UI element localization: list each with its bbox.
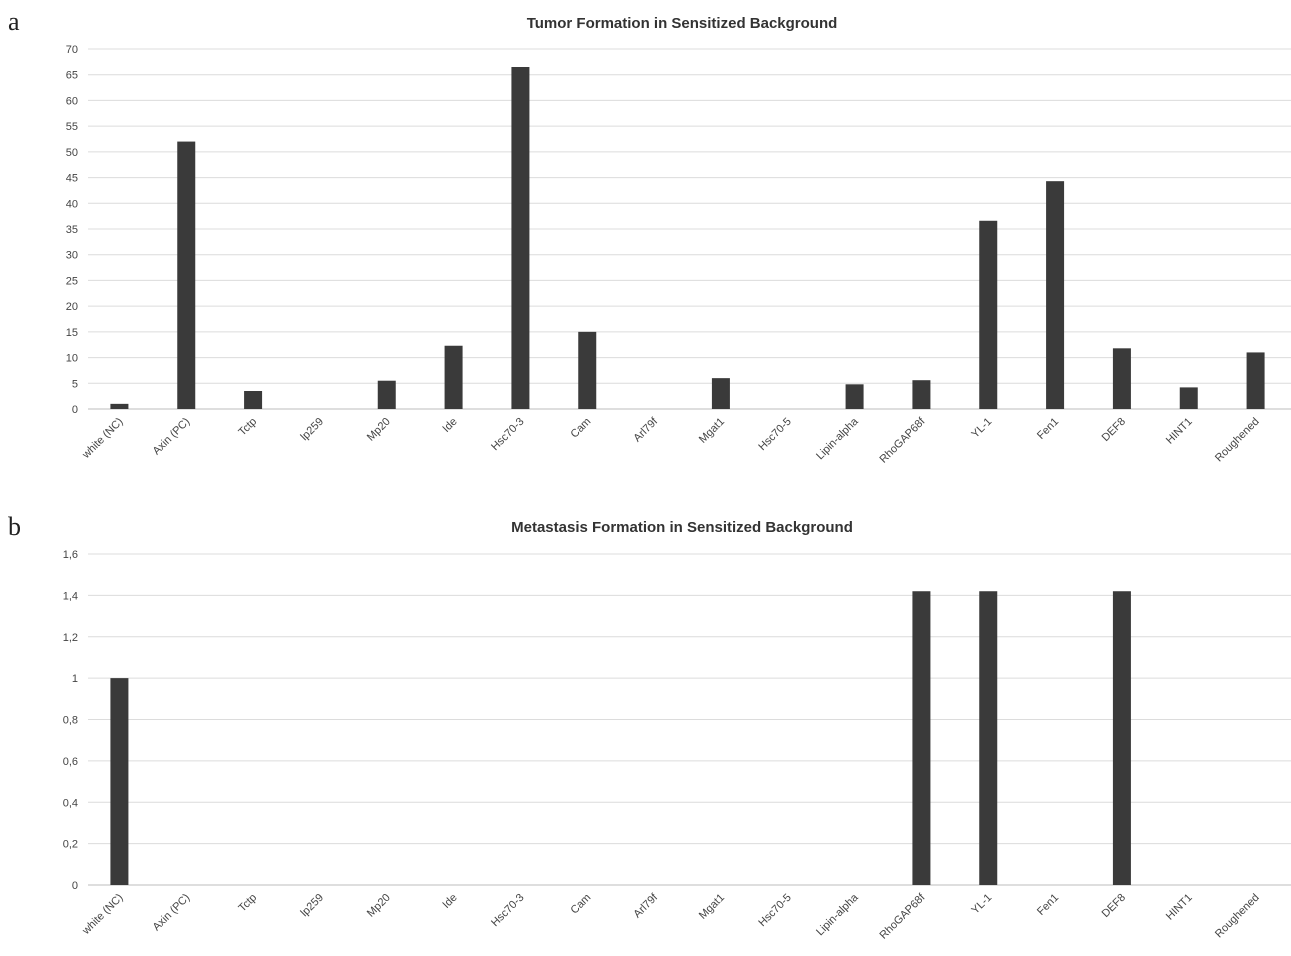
x-tick-label: Hsc70-3	[489, 416, 526, 453]
y-tick-label: 45	[66, 173, 78, 185]
x-tick-label: DEF8	[1100, 416, 1128, 444]
x-tick-label: Lipin-alpha	[814, 891, 861, 938]
bar-roughened	[1246, 352, 1265, 409]
x-tick-label: Arl79f	[631, 415, 660, 444]
bar-lipin-alpha	[845, 384, 864, 409]
x-tick-label: Cam	[568, 416, 593, 441]
y-tick-label: 0,8	[63, 715, 78, 727]
x-tick-label: Hsc70-5	[756, 892, 793, 929]
y-tick-label: 30	[66, 250, 78, 262]
x-tick-label: HINT1	[1164, 416, 1195, 447]
panel-letter-a: a	[8, 7, 20, 36]
x-tick-label: lp259	[299, 416, 327, 444]
x-tick-label: Roughened	[1213, 892, 1262, 941]
bar-white-nc	[110, 403, 129, 409]
x-tick-label: Arl79f	[631, 891, 660, 920]
y-tick-label: 25	[66, 275, 78, 287]
bar-def8	[1112, 591, 1131, 885]
x-tick-label: Mp20	[365, 892, 393, 920]
x-tick-label: Mp20	[365, 416, 393, 444]
y-tick-label: 1	[72, 673, 78, 685]
x-tick-label: Tctp	[236, 892, 259, 915]
x-tick-label: Tctp	[236, 416, 259, 439]
bar-ide	[444, 345, 463, 409]
y-tick-label: 65	[66, 70, 78, 82]
bar-axin-pc	[177, 141, 196, 410]
y-tick-label: 15	[66, 327, 78, 339]
bar-rhogap68f	[912, 591, 931, 885]
y-tick-label: 10	[66, 353, 78, 365]
x-tick-label: Hsc70-5	[756, 416, 793, 453]
x-tick-label: HINT1	[1164, 892, 1195, 923]
bar-mgat1	[711, 378, 730, 409]
x-tick-label: Axin (PC)	[151, 416, 193, 458]
x-tick-label: white (NC)	[80, 892, 126, 938]
y-tick-label: 60	[66, 95, 78, 107]
bar-mp20	[377, 380, 396, 409]
bar-white-nc	[110, 678, 129, 885]
y-tick-label: 0,6	[63, 756, 78, 768]
y-tick-label: 0	[72, 404, 78, 416]
x-tick-label: Fen1	[1035, 416, 1061, 442]
x-tick-label: RhoGAP68f	[878, 891, 929, 942]
x-tick-label: Hsc70-3	[489, 892, 526, 929]
panel-letter-b: b	[8, 512, 21, 541]
bar-def8	[1112, 348, 1131, 409]
metastasis-bar-chart: 0 0,2 0,4 0,6 0,8 1 1,2 1,4 1,6 white (NC) Axin (P…	[63, 549, 1291, 942]
bar-cam	[578, 331, 597, 409]
y-tick-label: 20	[66, 301, 78, 313]
y-tick-label: 1,4	[63, 590, 78, 602]
bar-yl-1	[979, 591, 998, 885]
y-tick-label: 70	[66, 44, 78, 56]
bar-hsc70-3	[511, 67, 530, 409]
y-tick-label: 40	[66, 198, 78, 210]
y-tick-label: 50	[66, 147, 78, 159]
y-tick-label: 0,4	[63, 797, 78, 809]
bar-yl-1	[979, 220, 998, 409]
x-tick-label: RhoGAP68f	[878, 415, 929, 466]
y-tick-label: 1,2	[63, 632, 78, 644]
bar-rhogap68f	[912, 380, 931, 409]
x-tick-label: lp259	[299, 892, 327, 920]
x-tick-label: white (NC)	[80, 416, 126, 462]
bar-fen1	[1046, 181, 1065, 409]
x-tick-label: Axin (PC)	[151, 892, 193, 934]
bar-hint1	[1179, 387, 1198, 409]
x-tick-label: Roughened	[1213, 416, 1262, 465]
y-tick-label: 5	[72, 378, 78, 390]
chart-title-metastasis: Metastasis Formation in Sensitized Backg…	[511, 519, 853, 536]
x-tick-label: Lipin-alpha	[814, 415, 861, 462]
y-tick-label: 0	[72, 880, 78, 892]
y-tick-label: 0,2	[63, 839, 78, 851]
x-tick-label: YL-1	[969, 416, 994, 441]
tumor-bar-chart: 0 5 10 15 20 25 30 35 40 45 50 55 60 65 70 white (NC) Ax…	[66, 44, 1291, 466]
bar-tctp	[244, 391, 263, 409]
y-tick-label: 1,6	[63, 549, 78, 561]
x-tick-label: Fen1	[1035, 892, 1061, 918]
chart-title-tumor: Tumor Formation in Sensitized Background	[527, 15, 838, 32]
x-tick-label: Mgat1	[697, 416, 727, 446]
x-tick-label: Ide	[440, 892, 459, 911]
y-tick-label: 35	[66, 224, 78, 236]
x-tick-label: YL-1	[969, 892, 994, 917]
x-tick-label: Mgat1	[697, 892, 727, 922]
x-tick-label: Ide	[440, 416, 459, 435]
x-tick-label: DEF8	[1100, 892, 1128, 920]
x-tick-label: Cam	[568, 892, 593, 917]
y-tick-label: 55	[66, 121, 78, 133]
